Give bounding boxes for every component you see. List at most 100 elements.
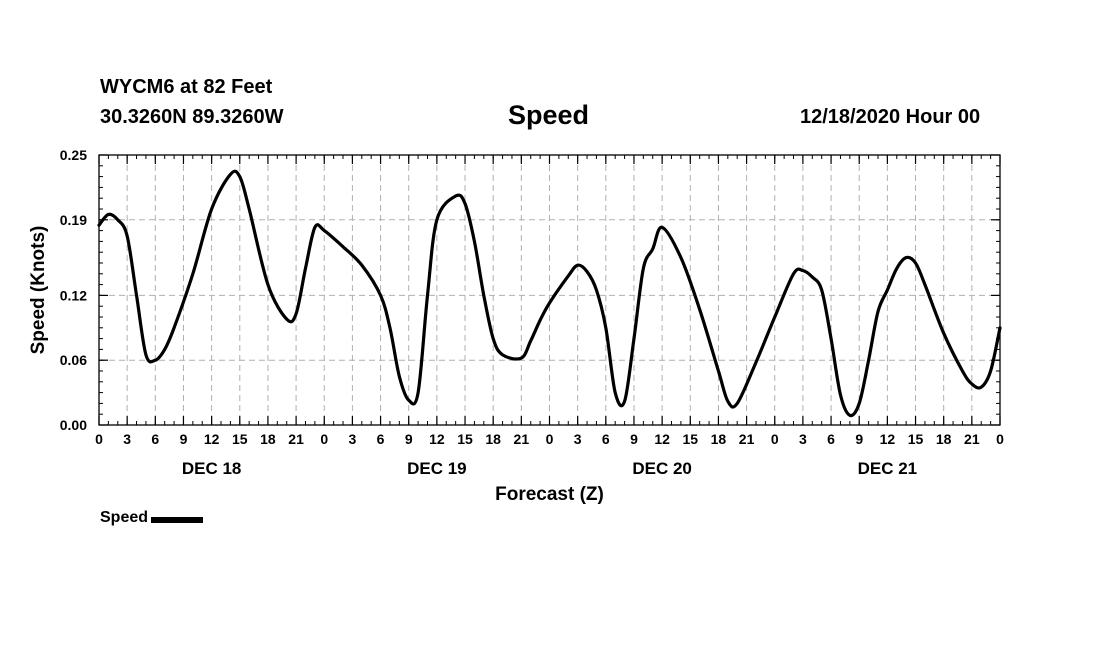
data-point bbox=[436, 219, 437, 220]
issue-time: 12/18/2020 Hour 00 bbox=[800, 106, 981, 128]
data-point bbox=[521, 358, 522, 359]
data-point bbox=[474, 241, 475, 242]
data-point bbox=[774, 317, 775, 318]
x-tick-label: 0 bbox=[320, 431, 328, 447]
data-point bbox=[324, 230, 325, 231]
data-point bbox=[577, 265, 578, 266]
data-point bbox=[540, 320, 541, 321]
data-point bbox=[286, 319, 287, 320]
x-tick-label: 3 bbox=[574, 431, 582, 447]
data-point bbox=[549, 302, 550, 303]
data-point bbox=[699, 309, 700, 310]
data-point bbox=[408, 400, 409, 401]
data-point bbox=[108, 214, 109, 215]
x-tick-label: 9 bbox=[405, 431, 413, 447]
data-point bbox=[727, 401, 728, 402]
data-point bbox=[802, 270, 803, 271]
data-point bbox=[652, 248, 653, 249]
legend: Speed bbox=[100, 509, 204, 527]
x-tick-label: 9 bbox=[180, 431, 188, 447]
x-tick-label: 21 bbox=[288, 431, 304, 447]
data-point bbox=[615, 392, 616, 393]
x-tick-label: 6 bbox=[602, 431, 610, 447]
data-point bbox=[1000, 327, 1001, 328]
data-point bbox=[314, 227, 315, 228]
data-point bbox=[755, 362, 756, 363]
legend-label: Speed bbox=[100, 509, 149, 526]
data-point bbox=[296, 313, 297, 314]
legend-line-swatch bbox=[151, 516, 204, 523]
station-label: WYCM6 at 82 Feet bbox=[100, 76, 273, 98]
data-point bbox=[465, 203, 466, 204]
x-tick-label: 12 bbox=[654, 431, 670, 447]
x-tick-label: 21 bbox=[964, 431, 980, 447]
data-point bbox=[840, 394, 841, 395]
data-point bbox=[493, 338, 494, 339]
data-point bbox=[343, 246, 344, 247]
data-point bbox=[680, 257, 681, 258]
day-label: DEC 18 bbox=[182, 459, 242, 478]
x-tick-label: 21 bbox=[514, 431, 530, 447]
data-point bbox=[164, 349, 165, 350]
y-tick-label: 0.19 bbox=[60, 212, 87, 228]
data-point bbox=[427, 295, 428, 296]
data-point bbox=[211, 209, 212, 210]
x-tick-label: 6 bbox=[151, 431, 159, 447]
data-point bbox=[868, 360, 869, 361]
data-point bbox=[305, 268, 306, 269]
data-point bbox=[887, 290, 888, 291]
plot-frame bbox=[98, 154, 1001, 426]
y-tick-label: 0.00 bbox=[60, 417, 87, 433]
x-tick-label: 0 bbox=[546, 431, 554, 447]
data-point bbox=[455, 196, 456, 197]
data-point bbox=[249, 209, 250, 210]
data-point bbox=[643, 268, 644, 269]
data-point bbox=[361, 265, 362, 266]
y-tick-label: 0.06 bbox=[60, 352, 87, 368]
data-point bbox=[267, 284, 268, 285]
data-point bbox=[812, 277, 813, 278]
data-point bbox=[530, 340, 531, 341]
station-coordinates: 30.3260N 89.3260W bbox=[100, 106, 284, 128]
data-point bbox=[145, 354, 146, 355]
data-point bbox=[568, 275, 569, 276]
day-label: DEC 19 bbox=[407, 459, 467, 478]
x-tick-label: 15 bbox=[457, 431, 473, 447]
data-point bbox=[483, 295, 484, 296]
data-point bbox=[943, 333, 944, 334]
y-tick-label: 0.12 bbox=[60, 287, 87, 303]
data-point bbox=[896, 268, 897, 269]
x-axis-title: Forecast (Z) bbox=[495, 484, 604, 505]
data-point bbox=[155, 360, 156, 361]
day-label: DEC 20 bbox=[632, 459, 692, 478]
x-tick-label: 9 bbox=[630, 431, 638, 447]
x-tick-label: 21 bbox=[739, 431, 755, 447]
chart-title: Speed bbox=[508, 100, 590, 130]
data-point bbox=[924, 284, 925, 285]
data-point bbox=[99, 225, 100, 226]
x-tick-label: 12 bbox=[880, 431, 896, 447]
data-point bbox=[990, 371, 991, 372]
data-point bbox=[596, 290, 597, 291]
data-point bbox=[849, 415, 850, 416]
x-tick-label: 0 bbox=[996, 431, 1004, 447]
data-point bbox=[737, 403, 738, 404]
data-point bbox=[239, 176, 240, 177]
x-tick-label: 18 bbox=[711, 431, 727, 447]
data-point bbox=[906, 257, 907, 258]
data-point bbox=[915, 263, 916, 264]
data-point bbox=[605, 327, 606, 328]
x-tick-label: 9 bbox=[855, 431, 863, 447]
data-point bbox=[831, 338, 832, 339]
data-point bbox=[192, 273, 193, 274]
data-point bbox=[117, 219, 118, 220]
grid bbox=[99, 155, 1000, 425]
data-point bbox=[136, 295, 137, 296]
data-point bbox=[662, 227, 663, 228]
data-point bbox=[380, 295, 381, 296]
y-tick-label: 0.25 bbox=[60, 147, 87, 163]
data-point bbox=[399, 376, 400, 377]
x-tick-label: 3 bbox=[349, 431, 357, 447]
data-point bbox=[971, 383, 972, 384]
